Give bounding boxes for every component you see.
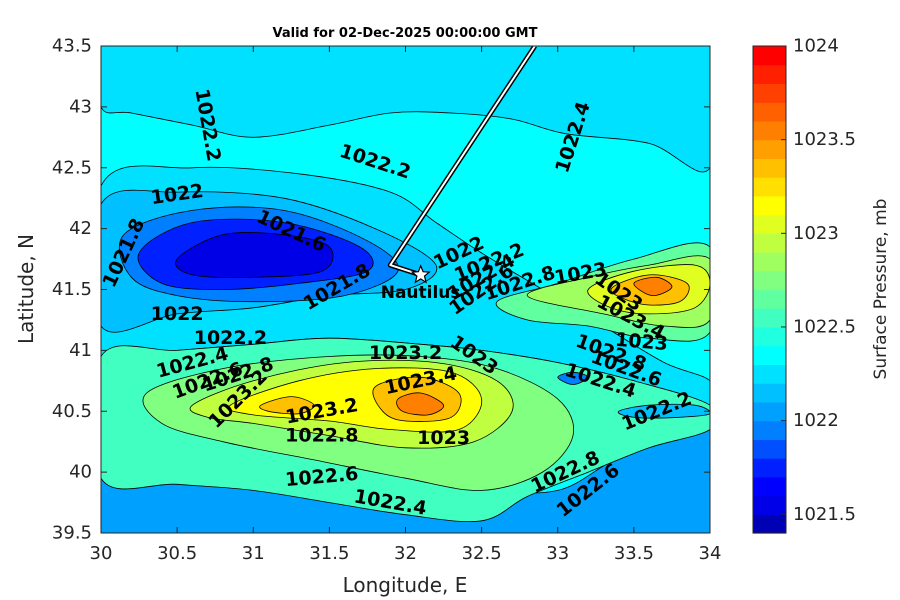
colorbar-swatch [753,383,786,403]
x-tick-label: 31 [242,543,265,564]
colorbar-swatch [753,326,786,347]
x-tick-label: 30 [90,543,113,564]
colorbar-swatch [753,289,786,309]
x-axis-label: Longitude, E [343,573,468,597]
colorbar-swatch [753,458,786,478]
colorbar-swatch [753,439,786,459]
colorbar-tick-label: 1023 [793,223,839,244]
colorbar-swatch [753,401,786,422]
x-tick-label: 32 [394,543,417,564]
contour-label: 1022.2 [194,327,267,349]
x-tick-label: 31.5 [309,543,349,564]
colorbar-label: Surface Pressure, mb [871,199,891,380]
y-tick-label: 43.5 [52,36,92,57]
y-tick-label: 41 [69,340,92,361]
colorbar-swatch [753,233,786,253]
y-tick-label: 42 [69,218,92,239]
colorbar-swatch [753,495,786,515]
contour-label: 1023.2 [369,342,442,364]
contour-region [617,403,710,419]
y-tick-label: 40 [69,462,92,483]
contour-region [175,232,334,278]
contour-region [633,276,673,297]
vessel-track [389,46,536,276]
colorbar-swatch [753,46,786,66]
colorbar-frame [752,45,787,534]
colorbar-tick-label: 1021.5 [793,504,856,525]
colorbar-swatch [753,102,786,122]
waypoint-label: Nautilus [381,283,461,303]
colorbar-swatch [753,177,786,197]
contour-label: 1022.8 [285,425,358,447]
x-tick-label: 34 [699,543,722,564]
waypoint-star-icon [410,264,431,284]
contour-region [557,371,589,385]
y-tick-label: 39.5 [52,523,92,544]
y-tick-label: 40.5 [52,401,92,422]
contour-region [396,392,445,416]
colorbar-swatch [753,158,786,178]
colorbar-tick-label: 1024 [793,36,839,57]
x-tick-label: 33.5 [614,543,654,564]
contour-label: 1022 [151,303,204,325]
x-tick-label: 32.5 [462,543,502,564]
colorbar-tick-label: 1023.5 [793,129,856,150]
colorbar-swatch [753,120,786,141]
colorbar-tick-label: 1022.5 [793,316,856,337]
colorbar-swatch [753,83,786,103]
colorbar-swatch [753,308,786,328]
contour-label: 1023 [614,329,669,356]
contour-region [101,46,710,173]
colorbar-swatch [753,139,786,159]
contour-label: 1023 [417,427,470,449]
colorbar-swatch [753,345,786,366]
x-tick-label: 33 [546,543,569,564]
colorbar-swatch [753,195,786,216]
y-axis-label: Latitude, N [14,234,38,344]
colorbar-swatch [753,64,786,85]
colorbar-swatch [753,420,786,440]
y-tick-label: 43 [69,96,92,117]
colorbar-swatch [753,364,786,384]
colorbar-tick-label: 1022 [793,410,839,431]
colorbar-swatch [753,214,786,234]
colorbar-swatch [753,252,786,272]
contour-region [259,396,315,415]
colorbar-swatch [753,476,786,497]
x-tick-label: 30.5 [157,543,197,564]
y-tick-label: 41.5 [52,279,92,300]
colorbar-swatch [753,514,786,534]
chart-title: Valid for 02-Dec-2025 00:00:00 GMT [273,26,538,41]
colorbar-swatch [753,270,786,291]
y-tick-label: 42.5 [52,157,92,178]
